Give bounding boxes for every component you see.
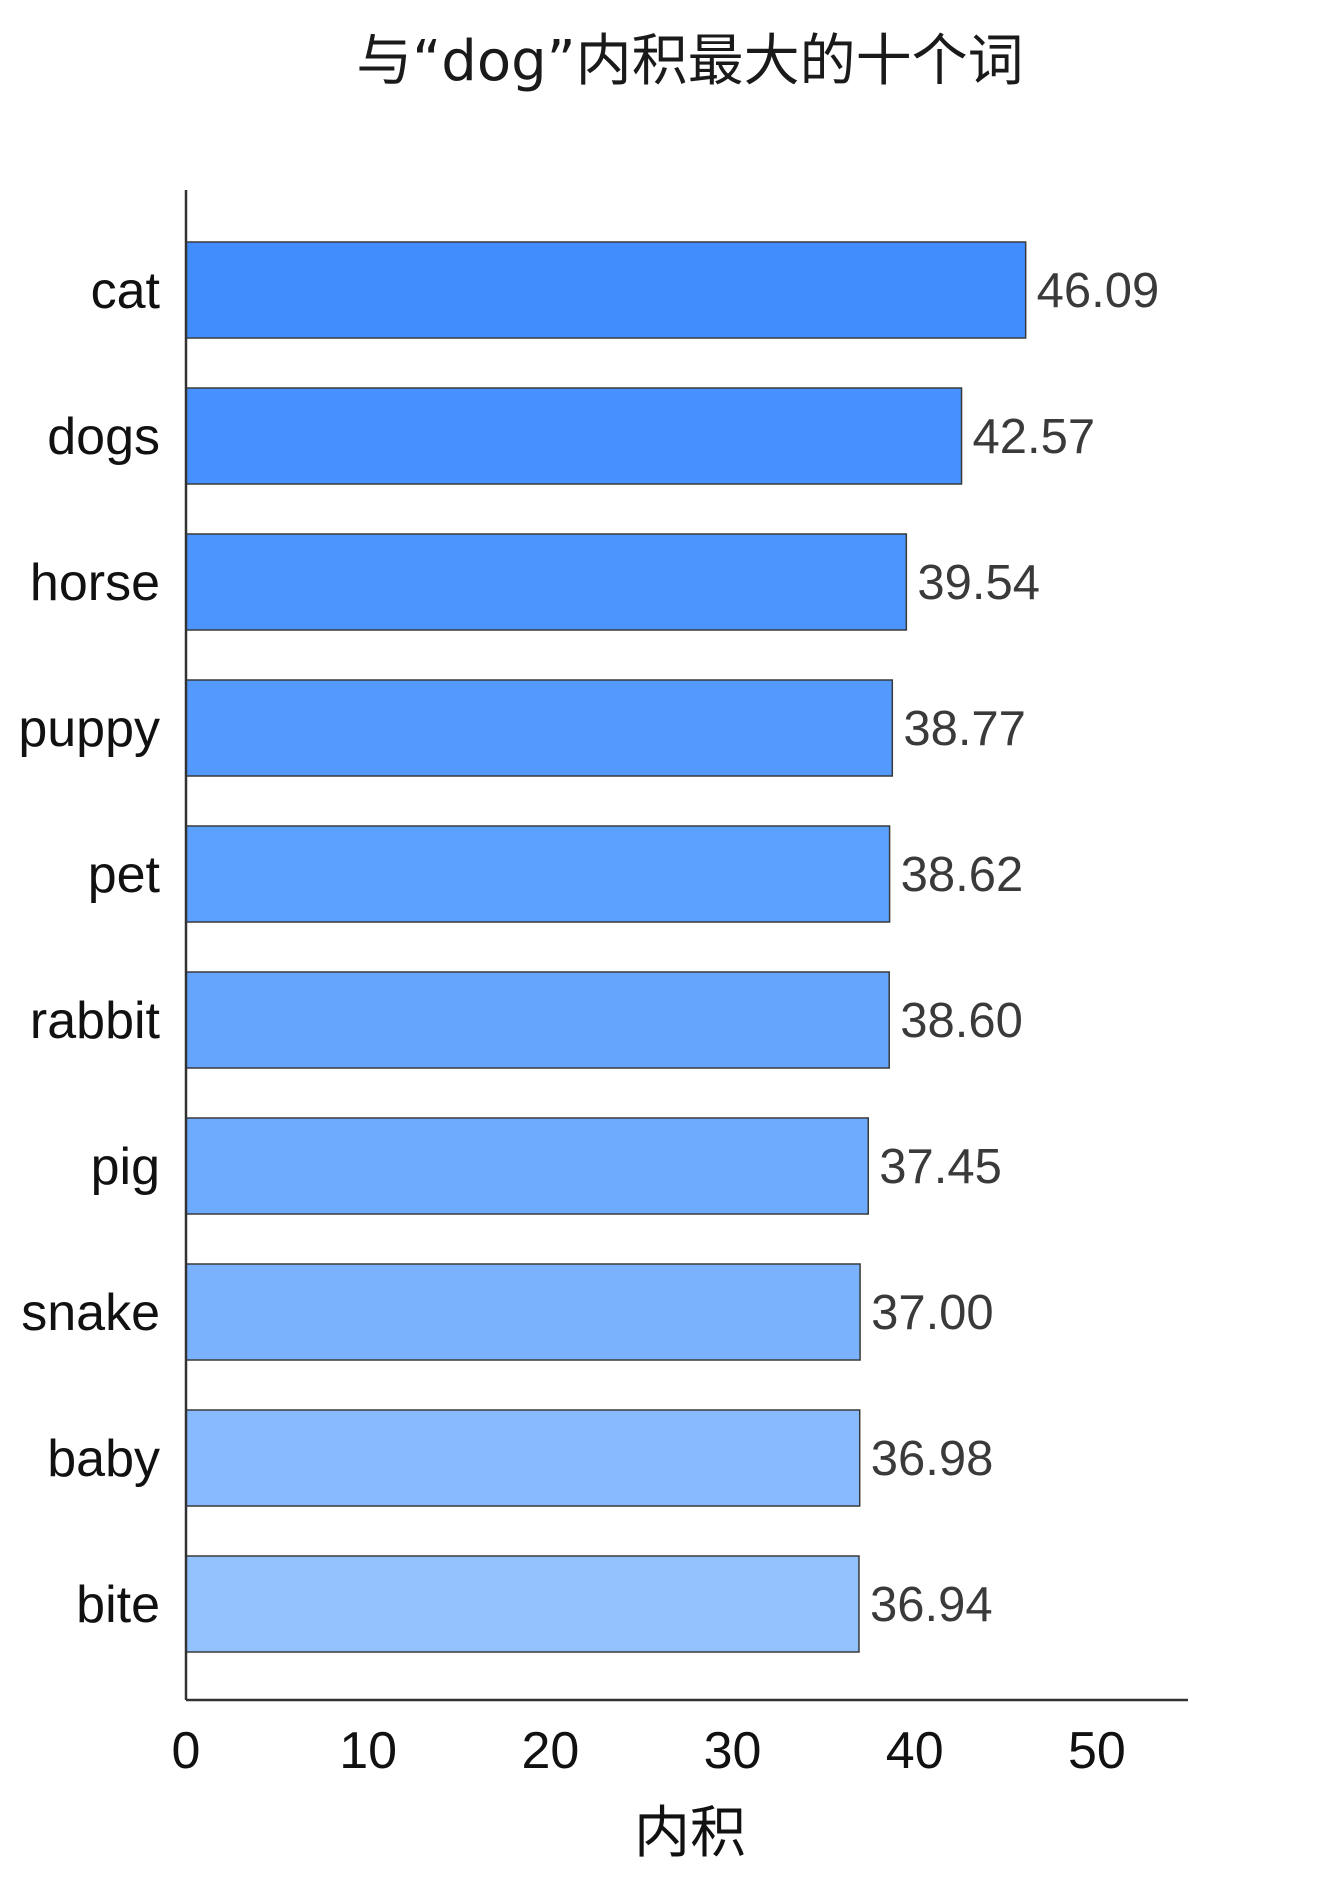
value-label-rabbit: 38.60 <box>900 994 1023 1048</box>
bars-layer <box>185 241 1027 1653</box>
category-label-baby: baby <box>47 1430 160 1488</box>
category-label-puppy: puppy <box>18 700 160 758</box>
category-label-dogs: dogs <box>47 408 160 466</box>
bar-snake <box>185 1263 861 1361</box>
x-tick-label-50: 50 <box>1068 1722 1126 1780</box>
bar-pet <box>185 825 891 923</box>
bar-puppy <box>185 679 894 777</box>
x-tick-label-0: 0 <box>172 1722 201 1780</box>
value-label-bite: 36.94 <box>870 1578 993 1632</box>
bar-bite <box>185 1555 860 1653</box>
category-label-snake: snake <box>21 1284 160 1342</box>
bar-pig <box>185 1117 870 1215</box>
category-label-rabbit: rabbit <box>30 992 161 1050</box>
category-label-bite: bite <box>76 1576 160 1634</box>
value-label-dogs: 42.57 <box>973 410 1096 464</box>
category-label-cat: cat <box>91 262 161 320</box>
category-label-horse: horse <box>30 554 160 612</box>
bar-cat <box>185 241 1027 339</box>
value-label-pet: 38.62 <box>901 848 1024 902</box>
bar-rabbit <box>185 971 890 1069</box>
value-label-horse: 39.54 <box>917 556 1040 610</box>
x-axis-title: 内积 <box>634 1801 746 1866</box>
chart-title: 与“dog”内积最大的十个词 <box>356 29 1023 94</box>
bar-baby <box>185 1409 861 1507</box>
bar-horse <box>185 533 908 631</box>
value-label-cat: 46.09 <box>1037 264 1160 318</box>
category-label-pet: pet <box>88 846 161 904</box>
x-tick-label-40: 40 <box>886 1722 944 1780</box>
category-label-pig: pig <box>91 1138 160 1196</box>
value-label-baby: 36.98 <box>871 1432 994 1486</box>
x-tick-label-30: 30 <box>704 1722 762 1780</box>
x-ticks-layer: 0 10 20 30 40 50 <box>172 1722 1126 1780</box>
labels-layer: cat 46.09 dogs 42.57 horse 39.54 puppy 38.77 pet… <box>18 262 1159 1634</box>
bar-dogs <box>185 387 963 485</box>
value-label-snake: 37.00 <box>871 1286 994 1340</box>
value-label-puppy: 38.77 <box>903 702 1026 756</box>
x-tick-label-10: 10 <box>339 1722 397 1780</box>
x-tick-label-20: 20 <box>521 1722 579 1780</box>
value-label-pig: 37.45 <box>879 1140 1002 1194</box>
